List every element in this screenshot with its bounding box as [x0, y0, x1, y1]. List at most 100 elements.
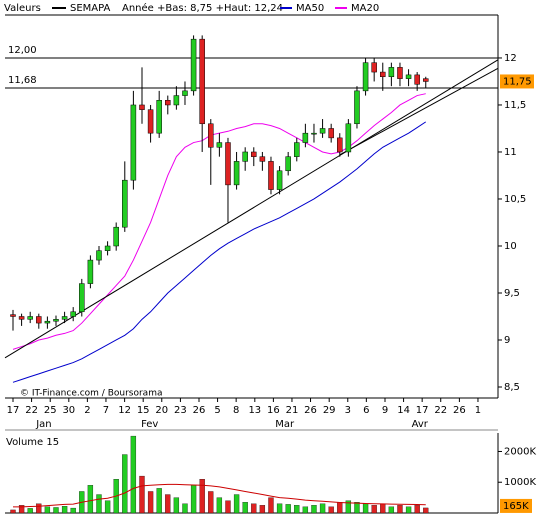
candle-body	[354, 90, 360, 125]
x-tick-label: 17	[416, 405, 429, 416]
legend-entry: MA50	[296, 3, 324, 14]
candle-body	[302, 132, 309, 143]
volume-bar	[147, 491, 154, 514]
volume-bar	[53, 507, 59, 514]
legend-entry: MA20	[351, 3, 379, 14]
volume-bar	[242, 502, 248, 514]
volume-bar	[423, 507, 429, 514]
volume-bar	[319, 503, 326, 514]
volume-bar	[130, 435, 137, 514]
x-tick-label: 9	[382, 405, 388, 416]
candle-body	[371, 62, 377, 73]
volume-bar	[345, 500, 352, 514]
x-tick-label: 25	[44, 405, 57, 416]
candle-body	[208, 123, 214, 148]
x-tick-label: 1	[475, 405, 481, 416]
volume-bar	[337, 502, 343, 514]
volume-bar	[362, 503, 369, 514]
volume-bar	[208, 491, 214, 514]
x-tick-label: 8	[233, 405, 239, 416]
candle-body	[388, 67, 395, 78]
x-tick-label: 21	[286, 405, 299, 416]
candle-body	[380, 71, 386, 78]
volume-bar	[251, 503, 257, 514]
candle-body	[87, 259, 94, 284]
candle-body	[165, 100, 171, 106]
last-price-label: 11,75	[503, 76, 532, 87]
volume-bar	[182, 503, 188, 514]
volume-bar	[156, 488, 162, 514]
x-tick-label: 3	[345, 405, 351, 416]
candle-body	[414, 74, 420, 85]
volume-bar	[285, 504, 291, 514]
candle-body	[294, 142, 300, 157]
x-tick-label: 5	[214, 405, 220, 416]
candle-body	[104, 245, 111, 251]
candle-body	[423, 78, 429, 82]
candle-body	[10, 314, 16, 317]
candle-body	[285, 156, 291, 172]
volume-bar	[87, 485, 94, 514]
volume-tick-label: 1000K	[504, 477, 536, 488]
x-tick-label: 29	[323, 405, 336, 416]
volume-bar	[380, 503, 386, 514]
x-tick-label: 22	[434, 405, 447, 416]
x-tick-label: 15	[137, 405, 150, 416]
candle-body	[405, 74, 412, 79]
volume-bar	[328, 506, 334, 514]
x-tick-label: 7	[103, 405, 109, 416]
x-tick-label: 6	[363, 405, 369, 416]
month-label: Avr	[412, 419, 429, 430]
candle-body	[268, 161, 274, 190]
candle-body	[18, 316, 25, 320]
volume-title: Volume 15	[6, 437, 59, 448]
y-tick-label: 12	[504, 53, 517, 64]
volume-bar	[199, 479, 205, 514]
candle-body	[233, 161, 240, 186]
volume-bar	[371, 505, 377, 514]
candle-body	[345, 123, 352, 153]
y-tick-label: 9	[504, 335, 510, 346]
candle-body	[328, 128, 334, 139]
y-tick-label: 8,5	[504, 382, 520, 393]
volume-bar	[268, 497, 274, 514]
volume-bar	[61, 506, 68, 514]
volume-average	[12, 483, 426, 508]
volume-tick-label: 2000K	[504, 446, 536, 457]
month-label: Fev	[141, 419, 158, 430]
volume-bar	[405, 506, 412, 514]
volume-bar	[96, 494, 102, 514]
candle-body	[259, 156, 266, 162]
volume-bar	[302, 506, 309, 514]
candle-body	[70, 311, 76, 317]
volume-bar	[190, 485, 197, 514]
candle-body	[122, 179, 128, 228]
volume-bar	[216, 497, 223, 514]
x-tick-label: 16	[267, 405, 280, 416]
volume-bar	[276, 503, 283, 514]
volume-bar	[311, 505, 317, 514]
x-tick-label: 2	[84, 405, 90, 416]
candle-body	[96, 250, 102, 261]
candle-body	[216, 142, 223, 148]
candle-body	[182, 90, 188, 96]
y-tick-label: 11	[504, 147, 517, 158]
volume-bar	[354, 502, 360, 514]
volume-bar	[70, 507, 76, 514]
volume-bar	[225, 500, 231, 514]
candle-body	[139, 104, 145, 110]
candle-body	[36, 316, 42, 324]
level-label: 12,00	[8, 45, 37, 56]
volume-bar	[44, 506, 51, 514]
y-tick-label: 10	[504, 241, 517, 252]
volume-bar	[139, 475, 145, 514]
x-tick-label: 12	[118, 405, 131, 416]
last-price-box	[500, 74, 534, 89]
volume-bar	[10, 509, 16, 514]
candle-body	[44, 320, 51, 324]
x-tick-label: 22	[25, 405, 38, 416]
candle-body	[61, 316, 68, 320]
volume-bar	[259, 505, 266, 514]
